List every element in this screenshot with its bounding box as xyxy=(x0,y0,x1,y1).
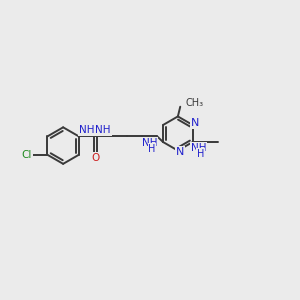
Text: N: N xyxy=(191,118,199,128)
Text: Cl: Cl xyxy=(22,150,32,160)
Text: CH₃: CH₃ xyxy=(185,98,204,108)
Text: NH: NH xyxy=(95,125,111,135)
Text: NH: NH xyxy=(142,138,158,148)
Text: NH: NH xyxy=(79,125,95,135)
Text: O: O xyxy=(91,153,99,163)
Text: N: N xyxy=(176,147,184,157)
Text: H: H xyxy=(148,144,156,154)
Text: NH: NH xyxy=(191,143,207,153)
Text: H: H xyxy=(196,149,204,159)
